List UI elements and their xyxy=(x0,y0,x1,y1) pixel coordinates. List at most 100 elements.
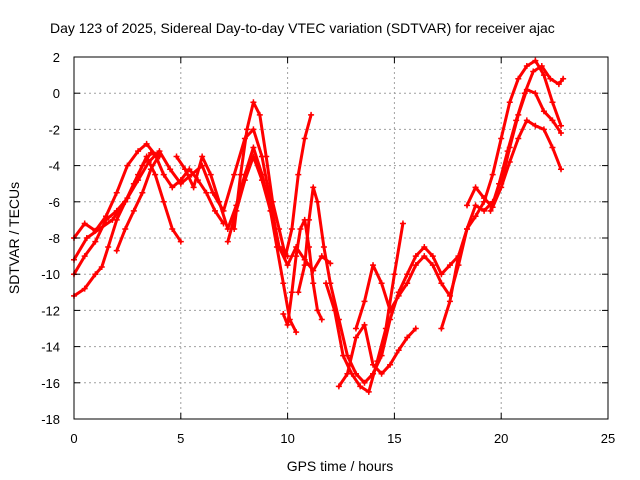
chart-title: Day 123 of 2025, Sidereal Day-to-day VTE… xyxy=(50,20,555,36)
data-point-marker xyxy=(293,253,300,260)
data-point-marker xyxy=(530,68,537,75)
data-point-marker xyxy=(352,325,359,332)
data-point-marker xyxy=(378,280,385,287)
data-point-marker xyxy=(498,180,505,187)
y-tick-label: -6 xyxy=(48,195,60,210)
data-point-marker xyxy=(233,207,240,214)
data-point-marker xyxy=(276,225,283,232)
data-point-marker xyxy=(318,316,325,323)
data-point-marker xyxy=(207,171,214,178)
data-point-marker xyxy=(395,292,402,299)
data-point-marker xyxy=(280,280,287,287)
data-point-marker xyxy=(506,99,513,106)
data-point-marker xyxy=(489,171,496,178)
data-point-marker xyxy=(472,184,479,191)
data-point-marker xyxy=(160,198,167,205)
data-point-marker xyxy=(361,298,368,305)
data-point-marker xyxy=(244,126,251,133)
series-line xyxy=(499,88,563,186)
data-point-marker xyxy=(224,238,231,245)
data-point-marker xyxy=(378,370,385,377)
data-point-marker xyxy=(113,189,120,196)
data-point-marker xyxy=(216,198,223,205)
data-point-marker xyxy=(344,370,351,377)
y-tick-label: -4 xyxy=(48,159,60,174)
series-layer xyxy=(71,57,567,395)
x-tick-label: 20 xyxy=(494,431,508,446)
series-line xyxy=(337,323,418,388)
y-tick-label: -12 xyxy=(41,303,60,318)
data-point-marker xyxy=(295,289,302,296)
data-point-marker xyxy=(558,130,565,137)
series-line xyxy=(465,118,563,209)
data-series xyxy=(498,86,565,187)
data-point-marker xyxy=(113,247,120,254)
data-point-marker xyxy=(335,383,342,390)
data-point-marker xyxy=(387,307,394,314)
data-point-marker xyxy=(139,162,146,169)
data-point-marker xyxy=(113,207,120,214)
data-point-marker xyxy=(284,262,291,269)
data-point-marker xyxy=(464,225,471,232)
data-point-marker xyxy=(532,57,539,64)
data-point-marker xyxy=(538,63,545,70)
data-series xyxy=(352,198,496,332)
data-series xyxy=(335,321,419,390)
data-point-marker xyxy=(130,180,137,187)
data-point-marker xyxy=(122,198,129,205)
data-point-marker xyxy=(241,177,248,184)
data-point-marker xyxy=(167,166,174,173)
data-point-marker xyxy=(250,99,257,106)
series-line xyxy=(296,185,460,385)
data-point-marker xyxy=(152,171,159,178)
y-tick-label: -8 xyxy=(48,231,60,246)
data-point-marker xyxy=(139,189,146,196)
data-point-marker xyxy=(327,260,334,267)
data-point-marker xyxy=(156,151,163,158)
data-point-marker xyxy=(103,216,110,223)
data-point-marker xyxy=(301,262,308,269)
data-point-marker xyxy=(305,216,312,223)
data-point-marker xyxy=(532,122,539,129)
data-point-marker xyxy=(399,220,406,227)
data-point-marker xyxy=(267,207,274,214)
data-point-marker xyxy=(98,263,105,270)
data-point-marker xyxy=(352,334,359,341)
series-line xyxy=(281,218,324,327)
y-tick-label: -16 xyxy=(41,376,60,391)
data-point-marker xyxy=(540,72,547,79)
data-point-marker xyxy=(446,262,453,269)
data-point-marker xyxy=(429,262,436,269)
data-point-marker xyxy=(177,238,184,245)
data-point-marker xyxy=(177,180,184,187)
data-series xyxy=(231,99,315,260)
data-point-marker xyxy=(382,325,389,332)
data-point-marker xyxy=(558,122,565,129)
data-point-marker xyxy=(506,144,513,151)
y-tick-label: -14 xyxy=(41,340,60,355)
data-point-marker xyxy=(532,90,539,97)
data-point-marker xyxy=(481,207,488,214)
data-point-marker xyxy=(135,148,142,155)
data-point-marker xyxy=(231,171,238,178)
data-point-marker xyxy=(237,171,244,178)
y-tick-label: -2 xyxy=(48,122,60,137)
data-point-marker xyxy=(331,307,338,314)
data-series xyxy=(71,149,163,299)
y-axis-label: SDTVAR / TECUs xyxy=(6,182,22,294)
data-point-marker xyxy=(124,162,131,169)
data-point-marker xyxy=(464,202,471,209)
data-point-marker xyxy=(361,321,368,328)
data-point-marker xyxy=(340,352,347,359)
data-point-marker xyxy=(318,253,325,260)
data-series xyxy=(113,151,163,254)
data-point-marker xyxy=(310,184,317,191)
data-point-marker xyxy=(293,329,300,336)
data-point-marker xyxy=(173,153,180,160)
data-point-marker xyxy=(523,86,530,93)
data-point-marker xyxy=(395,347,402,354)
data-point-marker xyxy=(130,207,137,214)
data-point-marker xyxy=(284,321,291,328)
data-point-marker xyxy=(481,195,488,202)
